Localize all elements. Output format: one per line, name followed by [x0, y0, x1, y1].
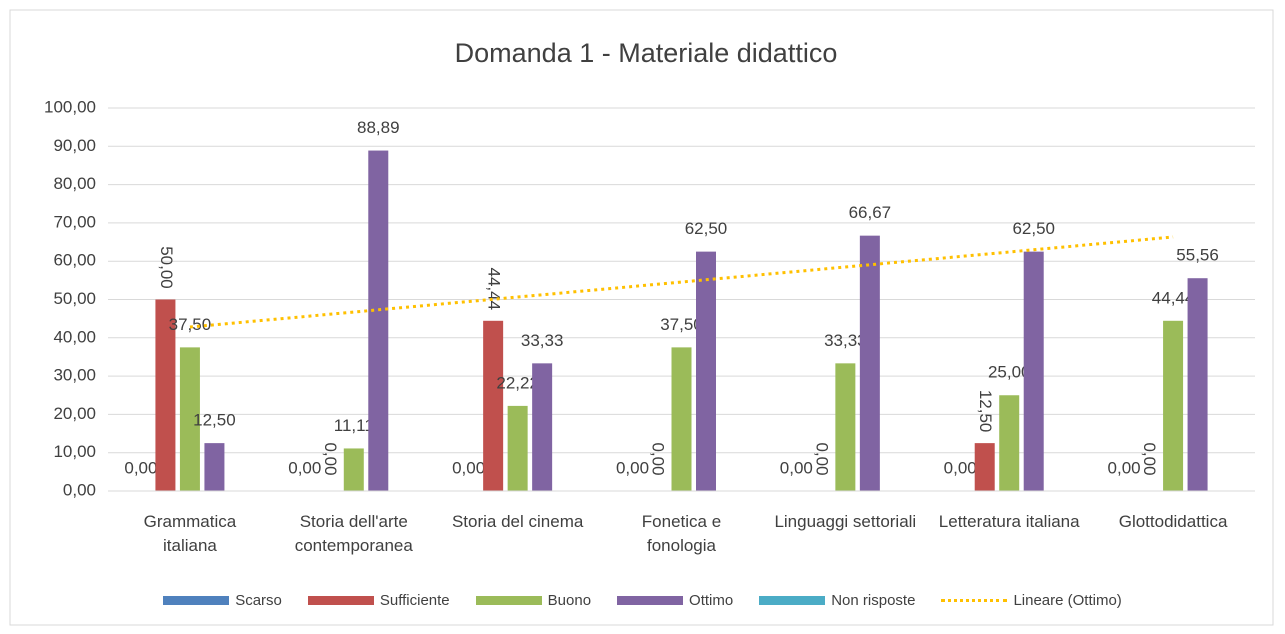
bar [532, 363, 553, 491]
y-tick-label: 90,00 [53, 136, 96, 155]
bar [835, 363, 856, 491]
x-tick-label: Letteratura italiana [938, 512, 1080, 531]
data-label: 0,00 [321, 442, 340, 475]
data-label: 0,00 [1108, 458, 1141, 477]
legend-label: Lineare (Ottimo) [1013, 592, 1122, 609]
data-label: 55,56 [1176, 246, 1219, 265]
y-tick-label: 60,00 [53, 251, 96, 270]
legend-item: Scarso [163, 592, 282, 609]
bar [1163, 320, 1184, 491]
x-tick-label: Glottodidattica [1118, 512, 1228, 531]
legend-label: Sufficiente [379, 592, 450, 609]
bar [999, 395, 1020, 491]
y-tick-label: 40,00 [53, 327, 96, 346]
bar [483, 320, 504, 491]
data-label: 0,00 [616, 458, 649, 477]
data-label: 0,00 [812, 442, 831, 475]
legend-swatch [941, 599, 1008, 602]
bar [1187, 278, 1208, 491]
data-label: 25,00 [988, 363, 1031, 382]
legend-swatch [307, 596, 374, 605]
data-label: 12,50 [976, 390, 995, 433]
data-label: 62,50 [1012, 219, 1055, 238]
bar [696, 251, 716, 491]
data-label: 88,89 [357, 118, 400, 137]
y-tick-label: 10,00 [53, 442, 96, 461]
bar [1023, 251, 1044, 491]
y-tick-label: 0,00 [63, 480, 96, 499]
data-label: 33,33 [824, 331, 867, 350]
bar [368, 150, 389, 491]
bar [343, 448, 364, 491]
chart-title: Domanda 1 - Materiale didattico [455, 38, 838, 68]
x-tick-label: Linguaggi settoriali [774, 512, 917, 531]
data-label: 37,50 [660, 315, 703, 334]
data-label: 44,44 [485, 268, 504, 311]
legend-swatch [475, 596, 542, 605]
data-label: 62,50 [685, 219, 728, 238]
chart-border [9, 9, 1274, 626]
legend-label: Buono [547, 592, 592, 609]
data-label: 0,00 [649, 442, 668, 475]
data-label: 66,67 [849, 203, 892, 222]
data-label: 22,22 [496, 373, 539, 392]
legend-item: Ottimo [617, 592, 733, 609]
data-label: 0,00 [780, 458, 813, 477]
legend-swatch [163, 596, 230, 605]
legend-label: Non risposte [831, 592, 916, 609]
bar [507, 405, 528, 491]
data-label: 11,11 [334, 416, 374, 435]
data-label: 0,00 [452, 458, 485, 477]
data-label: 0,00 [124, 458, 157, 477]
legend-swatch [759, 596, 826, 605]
bar [179, 347, 200, 491]
legend-label: Ottimo [689, 592, 734, 609]
bar [859, 235, 880, 491]
y-tick-label: 50,00 [53, 289, 96, 308]
bar [974, 443, 995, 491]
legend: Scarso Sufficiente Buono Ottimo Non risposte… [0, 592, 1285, 609]
y-tick-label: 100,00 [44, 97, 96, 116]
data-label: 0,00 [944, 458, 977, 477]
bar [204, 443, 225, 491]
y-tick-label: 20,00 [53, 404, 96, 423]
y-tick-label: 30,00 [53, 366, 96, 385]
bar [155, 299, 176, 491]
x-tick-label: Grammatica italiana [143, 512, 237, 555]
legend-item: Sufficiente [307, 592, 450, 609]
x-tick-label: Fonetica e fonologia [641, 512, 722, 555]
bar [671, 347, 692, 491]
y-tick-label: 80,00 [53, 174, 96, 193]
data-label: 0,00 [1140, 442, 1159, 475]
x-tick-label: Storia dell'arte contemporanea [294, 512, 413, 555]
legend-item: Non risposte [759, 592, 915, 609]
legend-label: Scarso [235, 592, 282, 609]
legend-item: Lineare (Ottimo) [941, 592, 1122, 609]
legend-item: Buono [475, 592, 592, 609]
x-tick-label: Storia del cinema [451, 512, 584, 531]
data-label: 33,33 [521, 331, 564, 350]
y-tick-label: 70,00 [53, 212, 96, 231]
data-label: 12,50 [193, 411, 236, 430]
data-label: 37,50 [169, 315, 212, 334]
data-label: 50,00 [157, 246, 176, 289]
legend-swatch [617, 596, 684, 605]
data-label: 0,00 [288, 458, 321, 477]
data-label: 44,44 [1152, 288, 1195, 307]
